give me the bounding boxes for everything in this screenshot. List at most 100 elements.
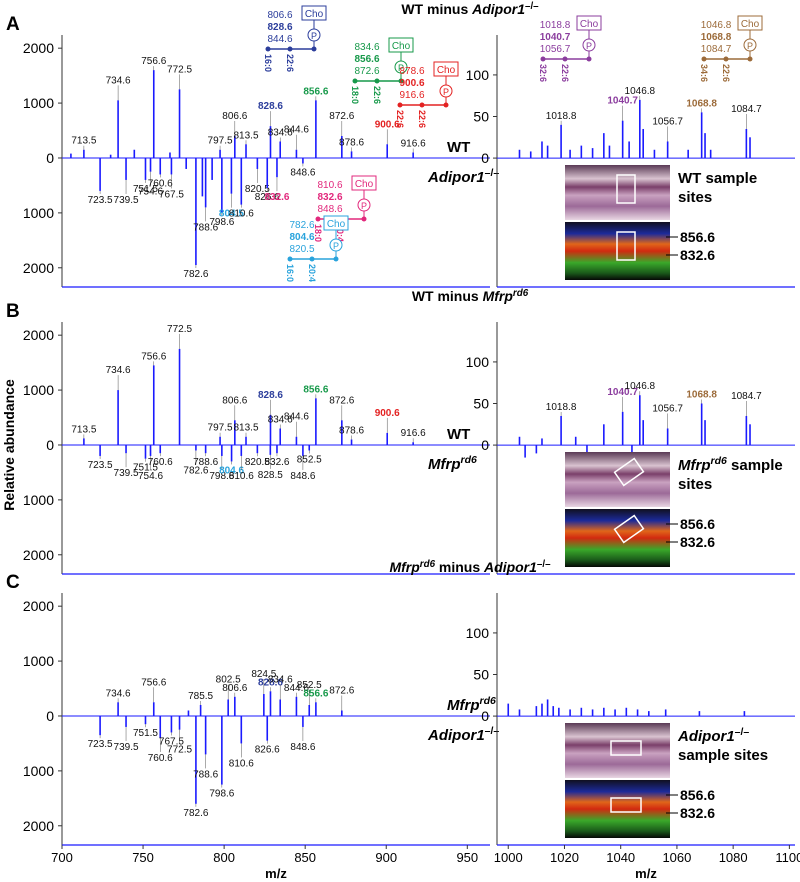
text-segment: rd6 [461,454,478,466]
peak-label: 820.5 [245,457,270,468]
peak-label: 848.6 [290,742,315,753]
chain-label: 16:0 [263,54,273,72]
peak-label: 1056.7 [652,403,683,414]
x-tick-label: 900 [375,850,397,865]
text-segment: –/– [537,559,551,570]
x-tick-label: 1000 [494,850,523,865]
image-marker: 856.6 [680,787,715,803]
lipid-mass: 1084.7 [701,44,732,55]
text-segment: rd6 [420,559,436,570]
text-segment: WT sample [678,170,757,187]
chain-label: 20:4 [307,264,317,282]
peak-label: 844.6 [284,683,309,694]
text-segment: Mfrp [447,697,480,714]
peak-label: 760.6 [148,178,173,189]
peak-label: 1068.8 [686,98,717,109]
backbone-node [315,216,321,222]
peak-label: 844.6 [284,412,309,423]
peak-label: 751.5 [133,184,158,195]
y-tick-label: 100 [466,354,490,370]
head-group: Cho [305,9,324,20]
sample-site [613,457,645,487]
peak-label: 1040.7 [607,387,638,398]
peak-label: 756.6 [141,677,166,688]
y-tick-label: 50 [473,667,489,683]
backbone-node [374,78,380,84]
peak-label: 760.6 [148,753,173,764]
peak-label: 754.6 [138,471,163,482]
peak-label: 826.6 [255,192,280,203]
lipid-mass: 1056.7 [540,44,571,55]
peak-label: 788.6 [193,457,218,468]
image-caption: sample sites [678,747,768,764]
peak-label: 798.6 [209,471,234,482]
sample-site [613,514,645,544]
backbone-node [747,56,753,62]
peak-label: 723.5 [88,460,113,471]
image-marker: 832.6 [680,247,715,263]
y-tick-label: 2000 [23,260,54,276]
y-tick-label: 0 [46,708,54,724]
peak-label: 772.5 [167,64,192,75]
backbone-node [311,46,317,52]
peak-label: 1040.7 [607,96,638,107]
phosphate-label: P [747,41,753,51]
lipid-mass: 900.6 [399,78,424,89]
peak-label: 806.6 [222,395,247,406]
peak-label: 828.5 [258,470,283,481]
text-segment: Adipor1 [677,728,735,745]
image-marker: 856.6 [680,516,715,532]
lipid-mass: 872.6 [354,66,379,77]
backbone-node [287,256,293,262]
peak-label: 1084.7 [731,104,762,115]
lipid-mass: 916.6 [399,90,424,101]
peak-label: 798.6 [209,217,234,228]
x-tick-label: 850 [294,850,316,865]
text-segment: rd6 [711,455,728,467]
image-marker: 832.6 [680,805,715,821]
x-tick-label: 1080 [719,850,748,865]
peak-label: 834.6 [268,675,293,686]
backbone-node [397,102,403,108]
text-segment: sites [678,189,712,206]
histology-image [565,723,670,778]
peak-label: 1046.8 [625,381,656,392]
text-segment: rd6 [513,288,529,299]
text-segment: minus [435,559,484,575]
peak-label: 713.5 [71,424,96,435]
text-segment: –/– [735,726,750,738]
y-tick-label: 1000 [23,95,54,111]
x-tick-label: 1040 [606,850,635,865]
y-tick-label: 0 [481,437,489,453]
backbone-node [562,56,568,62]
ims-image [565,509,670,567]
sample-site [610,740,642,756]
text-segment: –/– [485,725,500,737]
backbone-node [265,46,271,52]
image-caption: Mfrprd6 sample [678,455,783,474]
backbone-node [701,56,707,62]
peak-label: 824.5 [251,669,276,680]
peak-label: 844.6 [284,125,309,136]
peak-label: 848.6 [290,471,315,482]
y-tick-label: 1000 [23,653,54,669]
text-segment: Mfrp [428,456,461,473]
panel-label: A [6,14,20,35]
text-segment: Mfrp [389,559,420,575]
panel-label: C [6,572,20,593]
text-segment: Adipor1 [483,559,537,575]
lipid-mass: 806.6 [267,10,292,21]
peak-label: 828.6 [258,677,283,688]
phosphate-label: P [398,63,404,73]
peak-label: 806.6 [222,683,247,694]
chain-label: 32:6 [538,64,548,82]
chain-label: 22:6 [417,110,427,128]
backbone-node [287,46,293,52]
x-axis-label: m/z [635,866,657,881]
peak-label: 788.6 [193,769,218,780]
chain-label: 18:0 [313,224,323,242]
chain-label: 22:6 [395,110,405,128]
y-tick-label: 100 [466,625,490,641]
